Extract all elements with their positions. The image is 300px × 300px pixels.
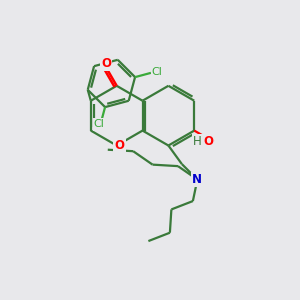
- Text: O: O: [115, 139, 125, 152]
- Text: N: N: [192, 173, 203, 186]
- Text: N: N: [192, 173, 203, 186]
- Text: Cl: Cl: [94, 119, 105, 129]
- Text: O: O: [115, 139, 125, 152]
- Text: H: H: [193, 135, 202, 148]
- Text: O: O: [203, 135, 213, 148]
- Text: Cl: Cl: [152, 68, 163, 77]
- Text: O: O: [203, 135, 213, 148]
- Text: O: O: [101, 57, 111, 70]
- Text: Cl: Cl: [94, 119, 105, 129]
- Text: H: H: [193, 135, 202, 148]
- Text: O: O: [101, 57, 111, 70]
- Text: Cl: Cl: [152, 68, 163, 77]
